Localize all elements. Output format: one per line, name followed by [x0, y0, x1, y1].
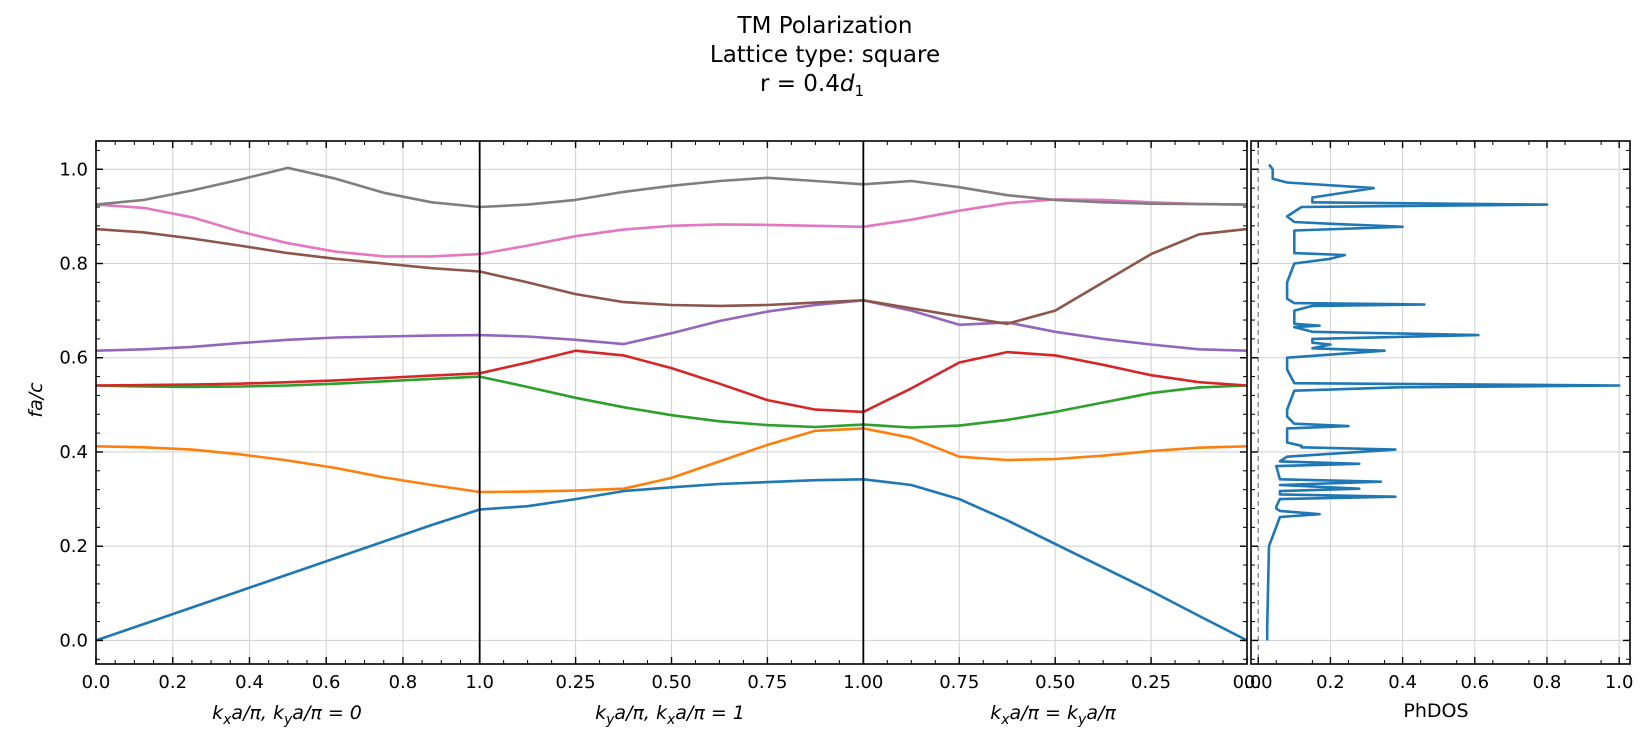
x-tick-label: 0.4: [235, 672, 264, 693]
x-tick-label: 0.25: [1131, 672, 1171, 693]
x-tick-label: 0.8: [389, 672, 418, 693]
title-line-1: TM Polarization: [737, 13, 913, 39]
dos-x-tick-label: 0.0: [1244, 672, 1273, 693]
axes-layer: 0.0 0.2 0.4 0.6 0.8 1.0 0.0 0.2 0.4 0.6 0.8 1.0 0.25…: [59, 140, 1634, 693]
y-tick-label: 0.6: [59, 348, 88, 369]
dos-layer: [1265, 163, 1621, 641]
x-tick-label: 1.0: [465, 672, 494, 693]
x-tick-label: 0.0: [82, 672, 111, 693]
dos-x-tick-label: 0.2: [1316, 672, 1345, 693]
band-line-3: [95, 375, 1248, 429]
dos-x-tick-label: 0.6: [1460, 672, 1489, 693]
band-line-4: [95, 349, 1248, 414]
segment-1-xlabel: kxa/π, kya/π = 0: [212, 702, 362, 728]
title-symbol: d: [840, 71, 855, 97]
band-line-1: [95, 478, 1248, 642]
y-tick-label: 0.8: [59, 254, 88, 275]
dos-x-tick-label: 1.0: [1605, 672, 1634, 693]
segment-3-xlabel: kxa/π = kya/π: [990, 702, 1116, 728]
x-tick-label: 0.25: [556, 672, 596, 693]
x-tick-label: 0.50: [1035, 672, 1075, 693]
x-tick-label: 0.75: [747, 672, 787, 693]
y-tick-label: 0.2: [59, 536, 88, 557]
x-tick-label: 0.50: [651, 672, 691, 693]
band-line-2: [95, 427, 1248, 494]
x-tick-label: 0.2: [158, 672, 187, 693]
segment-2-xlabel: kya/π, kxa/π = 1: [595, 702, 745, 728]
band-line-8: [95, 166, 1248, 209]
band-line-6: [95, 227, 1248, 326]
band-line-5: [95, 299, 1248, 352]
x-tick-label: 0.6: [312, 672, 341, 693]
dos-x-tick-label: 0.8: [1533, 672, 1562, 693]
title-symbol-subscript: 1: [855, 82, 865, 100]
y-tick-label: 0.4: [59, 442, 88, 463]
title-line-2: Lattice type: square: [710, 42, 940, 68]
band-plot-frame: [95, 140, 1248, 665]
grid-layer: [96, 141, 1630, 664]
title-line-3: r = 0.4d1: [760, 71, 864, 100]
y-tick-label: 1.0: [59, 159, 88, 180]
chart-title: TM Polarization Lattice type: square r =…: [710, 13, 940, 100]
x-tick-label: 0.0: [1233, 672, 1262, 693]
dos-curve: [1265, 163, 1621, 641]
dos-plot-frame: [1250, 140, 1631, 665]
y-axis-label: fa/c: [25, 382, 47, 418]
dos-x-tick-label: 0.4: [1388, 672, 1417, 693]
x-tick-label: 0.75: [939, 672, 979, 693]
y-tick-label: 0.0: [59, 630, 88, 651]
band-layer: [95, 166, 1248, 642]
dos-xlabel: PhDOS: [1403, 700, 1468, 722]
title-line-3-text: r = 0.4: [760, 71, 840, 97]
x-tick-label: 1.00: [843, 672, 883, 693]
x-axis-titles: kxa/π, kya/π = 0 kya/π, kxa/π = 1 kxa/π …: [212, 700, 1468, 728]
